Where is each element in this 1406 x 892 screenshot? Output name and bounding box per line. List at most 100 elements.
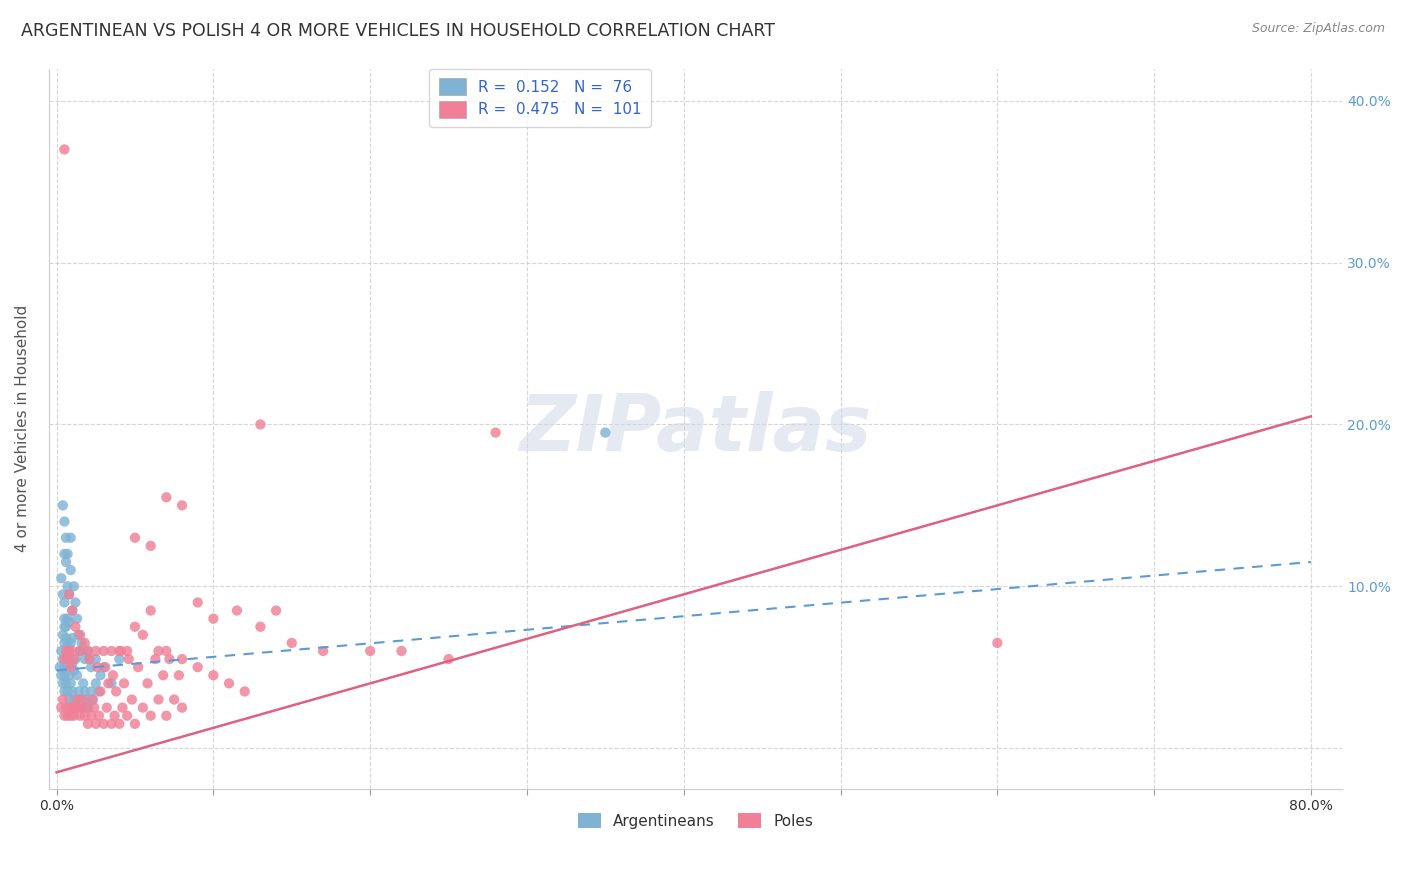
- Point: [73, 708, 96, 723]
- Point: [58, 644, 80, 658]
- Point: [73, 652, 96, 666]
- Point: [75, 692, 97, 706]
- Point: [53, 143, 76, 157]
- Point: [139, 603, 162, 617]
- Point: [80, 708, 103, 723]
- Point: [225, 603, 247, 617]
- Point: [77, 644, 100, 658]
- Y-axis label: 4 or more Vehicles in Household: 4 or more Vehicles in Household: [15, 305, 30, 552]
- Point: [145, 652, 167, 666]
- Point: [108, 644, 131, 658]
- Point: [159, 652, 181, 666]
- Point: [155, 490, 177, 504]
- Point: [63, 652, 86, 666]
- Point: [72, 692, 94, 706]
- Point: [60, 657, 83, 671]
- Point: [63, 664, 86, 678]
- Point: [59, 708, 82, 723]
- Point: [59, 676, 82, 690]
- Point: [73, 684, 96, 698]
- Point: [53, 636, 76, 650]
- Point: [101, 668, 124, 682]
- Point: [60, 700, 83, 714]
- Point: [127, 660, 149, 674]
- Point: [84, 652, 107, 666]
- Point: [124, 620, 146, 634]
- Point: [59, 531, 82, 545]
- Point: [69, 708, 91, 723]
- Point: [70, 700, 93, 714]
- Point: [56, 652, 79, 666]
- Point: [63, 692, 86, 706]
- Point: [58, 615, 80, 629]
- Point: [70, 700, 93, 714]
- Point: [84, 716, 107, 731]
- Point: [56, 684, 79, 698]
- Point: [391, 644, 413, 658]
- Point: [58, 587, 80, 601]
- Point: [60, 644, 83, 658]
- Point: [84, 644, 107, 658]
- Point: [80, 684, 103, 698]
- Point: [65, 652, 87, 666]
- Point: [51, 668, 73, 682]
- Point: [264, 603, 287, 617]
- Point: [155, 708, 177, 723]
- Point: [65, 700, 87, 714]
- Point: [83, 700, 105, 714]
- Point: [53, 595, 76, 609]
- Point: [115, 644, 138, 658]
- Point: [51, 571, 73, 585]
- Point: [67, 700, 90, 714]
- Point: [111, 700, 134, 714]
- Point: [53, 660, 76, 674]
- Point: [139, 539, 162, 553]
- Point: [55, 676, 77, 690]
- Text: Source: ZipAtlas.com: Source: ZipAtlas.com: [1251, 22, 1385, 36]
- Point: [56, 708, 79, 723]
- Point: [249, 417, 271, 432]
- Point: [100, 716, 122, 731]
- Point: [148, 692, 170, 706]
- Point: [108, 652, 131, 666]
- Point: [105, 684, 128, 698]
- Point: [100, 676, 122, 690]
- Point: [79, 652, 101, 666]
- Point: [53, 684, 76, 698]
- Point: [67, 684, 90, 698]
- Point: [56, 660, 79, 674]
- Point: [66, 668, 89, 682]
- Point: [118, 652, 141, 666]
- Point: [115, 708, 138, 723]
- Point: [53, 620, 76, 634]
- Point: [56, 639, 79, 653]
- Point: [124, 716, 146, 731]
- Point: [139, 708, 162, 723]
- Point: [55, 644, 77, 658]
- Point: [69, 644, 91, 658]
- Point: [437, 652, 460, 666]
- Point: [56, 612, 79, 626]
- Point: [56, 579, 79, 593]
- Point: [56, 547, 79, 561]
- Point: [75, 700, 97, 714]
- Point: [52, 587, 75, 601]
- Point: [87, 684, 110, 698]
- Point: [79, 652, 101, 666]
- Point: [249, 620, 271, 634]
- Point: [187, 595, 209, 609]
- Point: [986, 636, 1008, 650]
- Point: [152, 668, 174, 682]
- Point: [84, 676, 107, 690]
- Point: [51, 644, 73, 658]
- Point: [167, 668, 190, 682]
- Point: [58, 644, 80, 658]
- Point: [281, 636, 304, 650]
- Point: [55, 531, 77, 545]
- Point: [53, 708, 76, 723]
- Point: [59, 660, 82, 674]
- Point: [65, 595, 87, 609]
- Point: [63, 708, 86, 723]
- Point: [55, 652, 77, 666]
- Point: [58, 692, 80, 706]
